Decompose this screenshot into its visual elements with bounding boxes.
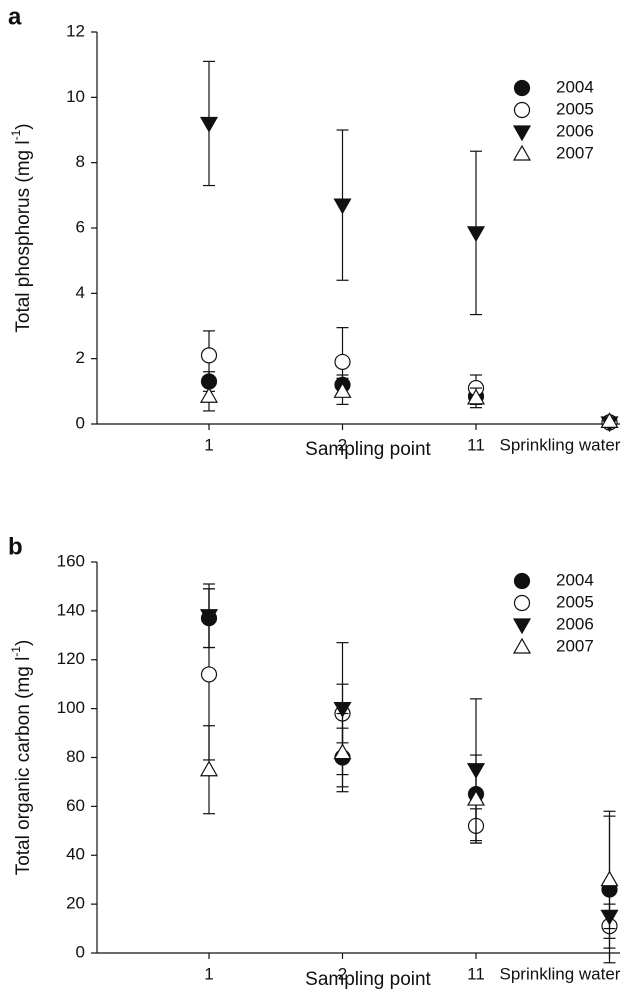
y-label-sup: -1 [9,646,23,657]
x-axis-label: Sampling point [305,969,431,990]
y-tick-label: 2 [76,348,85,367]
y-axis-label: Total phosphorus (mg l-1) [9,123,34,332]
x-tick-label: Sprinkling water [500,435,621,454]
point [199,116,219,133]
y-label-end: ) [13,123,34,129]
legend-label: 2006 [556,121,594,140]
y-label-text: Total organic carbon (mg l [13,657,34,876]
legend-label: 2006 [556,614,594,633]
point [513,594,531,612]
x-axis-label: Sampling point [305,439,431,460]
legend-label: 2005 [556,99,594,118]
point [333,382,352,398]
y-axis-label: Total organic carbon (mg l-1) [9,640,34,876]
x-tick-label: 11 [467,964,485,983]
point [512,125,532,142]
point [466,388,486,405]
point [512,618,532,635]
y-tick-label: 20 [66,894,85,913]
y-tick-label: 0 [76,942,85,961]
point [600,412,619,428]
panel-label: a [8,3,22,30]
x-tick-label: 1 [204,964,213,983]
point [600,870,619,887]
point [333,702,352,718]
point [200,666,218,683]
y-tick-label: 4 [76,283,85,302]
y-tick-label: 100 [57,698,85,717]
y-tick-label: 120 [57,649,85,668]
y-tick-label: 6 [76,217,85,236]
legend-label: 2007 [556,636,594,655]
x-tick-label: Sprinkling water [500,964,621,983]
point [513,79,531,97]
point [333,743,352,760]
x-tick-label: 2 [338,435,347,454]
x-tick-label: 2 [338,964,347,983]
y-tick-label: 160 [57,551,85,570]
point [334,353,351,371]
point [199,387,219,403]
point [199,609,219,625]
y-tick-label: 12 [66,21,85,40]
y-tick-label: 8 [76,152,85,171]
legend-label: 2005 [556,592,594,611]
y-tick-label: 10 [66,87,85,106]
y-tick-label: 0 [76,413,85,432]
y-tick-label: 60 [66,796,85,815]
point [466,789,486,806]
point [333,198,352,215]
point [199,760,219,777]
legend-label: 2007 [556,143,594,162]
point [200,347,218,364]
legend-label: 2004 [556,77,594,96]
y-tick-label: 140 [57,600,85,619]
panel-label: b [8,533,23,560]
point [512,144,532,161]
y-label-end: ) [13,640,34,646]
point [513,101,531,119]
point [466,226,486,243]
point [512,637,532,654]
y-tick-label: 40 [66,845,85,864]
y-label-sup: -1 [9,129,23,140]
x-tick-label: 11 [467,435,485,454]
y-label-text: Total phosphorus (mg l [13,140,34,332]
y-tick-label: 80 [66,747,85,766]
legend-label: 2004 [556,570,594,589]
x-tick-label: 1 [204,435,213,454]
point [513,572,531,590]
